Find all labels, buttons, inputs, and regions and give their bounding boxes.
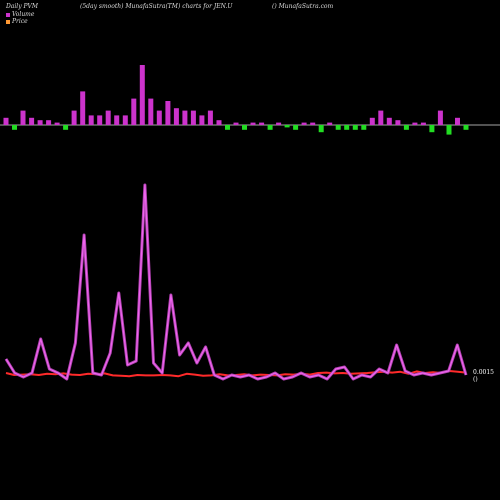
volume-bar <box>233 122 239 125</box>
volume-bar <box>242 125 247 130</box>
volume-bar <box>122 115 128 125</box>
volume-bar <box>105 110 111 125</box>
chart-subtitle: (5day smooth) MunafaSutra(TM) charts for… <box>80 3 233 10</box>
volume-bar <box>250 122 256 125</box>
volume-bar <box>446 125 452 135</box>
volume-bar <box>20 110 26 125</box>
volume-bar <box>190 110 196 125</box>
legend-volume-label: Volume <box>12 11 35 18</box>
volume-bar <box>63 125 69 130</box>
series-lines <box>4 183 468 381</box>
volume-bars <box>3 65 469 135</box>
volume-bar <box>276 122 282 125</box>
volume-bar <box>173 108 179 125</box>
volume-bar <box>310 122 316 125</box>
volume-bar <box>207 110 213 125</box>
volume-bar <box>403 125 409 130</box>
volume-bar <box>37 120 43 125</box>
legend-price-label: Price <box>12 18 28 25</box>
last-value-label: 0.0015 () <box>473 369 494 383</box>
legend-volume: Volume <box>6 11 34 18</box>
volume-bar <box>29 117 35 125</box>
volume-bar <box>88 115 94 125</box>
volume-bar <box>165 101 171 125</box>
volume-line <box>5 184 467 380</box>
volume-swatch <box>6 12 10 17</box>
volume-bar <box>344 125 350 130</box>
volume-bar <box>182 110 188 125</box>
volume-bar <box>12 125 17 130</box>
volume-bar <box>378 110 384 125</box>
volume-bar <box>335 125 341 130</box>
site-credit: () MunafaSutra.com <box>272 3 334 10</box>
volume-bar <box>54 122 60 125</box>
volume-bar <box>369 117 375 125</box>
volume-bar <box>3 117 9 125</box>
volume-bar <box>139 65 145 125</box>
volume-bar <box>148 98 154 125</box>
legend-price: Price <box>6 18 28 25</box>
volume-bar <box>455 117 460 125</box>
volume-bar <box>301 122 307 125</box>
volume-bar <box>420 122 426 125</box>
volume-bar <box>463 125 469 130</box>
volume-bar <box>225 125 230 130</box>
volume-bar <box>267 125 273 130</box>
volume-bar <box>71 110 77 125</box>
volume-bar <box>216 120 222 125</box>
volume-bar <box>114 115 120 125</box>
volume-bar <box>386 117 392 125</box>
volume-bar <box>318 125 324 133</box>
volume-bar <box>395 120 401 125</box>
volume-bar <box>284 125 290 128</box>
volume-line-glow <box>4 183 468 381</box>
volume-bar <box>429 125 435 133</box>
volume-bar <box>259 122 265 125</box>
chart-title: Daily PVM <box>6 3 39 10</box>
volume-bar <box>352 125 358 130</box>
volume-bar <box>199 115 205 125</box>
volume-bar <box>46 120 52 125</box>
volume-bar <box>80 91 86 125</box>
volume-bar <box>131 98 137 125</box>
volume-bar <box>293 125 299 130</box>
volume-bar <box>437 110 443 125</box>
volume-bar <box>156 110 162 125</box>
volume-bar <box>412 122 418 125</box>
price-swatch <box>6 19 10 24</box>
volume-bar <box>97 115 103 125</box>
volume-bar <box>361 125 367 130</box>
volume-bar <box>327 122 333 125</box>
